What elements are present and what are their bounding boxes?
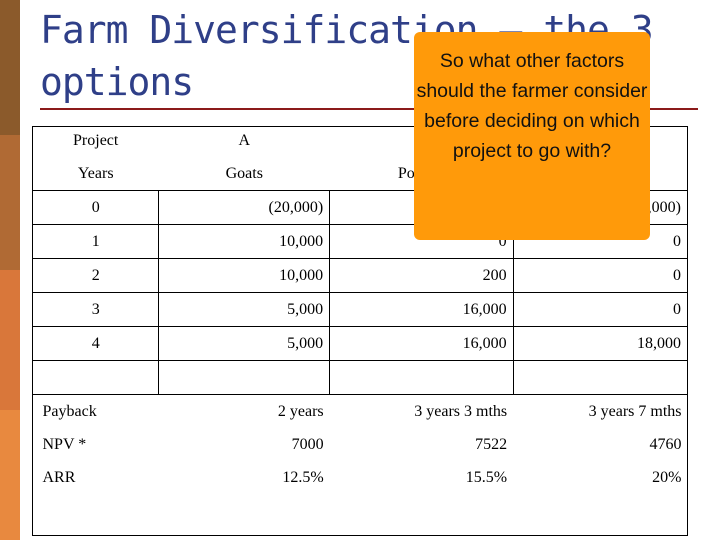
summary-value: 20% — [652, 468, 682, 486]
title-underline — [40, 108, 698, 110]
header-cell: A — [238, 131, 251, 149]
summary-value: 4760 — [649, 435, 682, 453]
summary-row-arr: ARR 12.5% 15.5% 20% — [33, 461, 688, 494]
header-cell: Years — [77, 164, 114, 182]
year-cell: 1 — [31, 224, 160, 259]
value-cell: 18,000 — [512, 326, 689, 361]
value-cell: 5,000 — [158, 292, 331, 327]
callout-note: So what other factors should the farmer … — [414, 32, 650, 240]
summary-value: 7522 — [475, 435, 508, 453]
summary-value: 2 years — [277, 402, 324, 420]
year-cell: 3 — [31, 292, 160, 327]
header-cell: Goats — [225, 164, 263, 182]
decorative-side-bar — [0, 0, 20, 540]
empty-cell — [329, 360, 514, 395]
table-row: 2 10,000 200 0 — [31, 258, 689, 293]
table-row: 3 5,000 16,000 0 — [31, 292, 689, 327]
value-cell: 0 — [512, 258, 689, 293]
header-cell: Project — [73, 131, 119, 149]
options-table: Project A B C Years Goats Poultry Pigs 0… — [31, 124, 689, 494]
value-cell: 200 — [329, 258, 514, 293]
value-cell: 16,000 — [329, 292, 514, 327]
empty-cell — [158, 360, 331, 395]
summary-label: Payback — [42, 402, 97, 420]
side-stripe — [0, 135, 20, 270]
empty-cell — [512, 360, 689, 395]
table-gap-row — [31, 360, 689, 395]
value-cell: (20,000) — [158, 190, 331, 225]
empty-cell — [31, 360, 160, 395]
value-cell: 10,000 — [158, 258, 331, 293]
summary-value: 7000 — [291, 435, 324, 453]
value-cell: 0 — [512, 292, 689, 327]
table-row: 4 5,000 16,000 18,000 — [31, 326, 689, 361]
summary-label: ARR — [42, 468, 76, 486]
year-cell: 4 — [31, 326, 160, 361]
year-cell: 2 — [31, 258, 160, 293]
value-cell: 16,000 — [329, 326, 514, 361]
side-stripe — [0, 270, 20, 410]
summary-value: 15.5% — [465, 468, 508, 486]
year-cell: 0 — [31, 190, 160, 225]
side-stripe — [0, 410, 20, 540]
summary-value: 3 years 7 mths — [588, 402, 682, 420]
summary-value: 3 years 3 mths — [414, 402, 508, 420]
value-cell: 10,000 — [158, 224, 331, 259]
value-cell: 5,000 — [158, 326, 331, 361]
summary-row-payback: Payback 2 years 3 years 3 mths 3 years 7… — [33, 395, 688, 429]
side-stripe — [0, 0, 20, 135]
summary-value: 12.5% — [282, 468, 324, 486]
summary-row-npv: NPV * 7000 7522 4760 — [33, 428, 688, 461]
summary-label: NPV * — [42, 435, 87, 453]
slide-title: Farm Diversification – the 3 options — [40, 8, 654, 104]
